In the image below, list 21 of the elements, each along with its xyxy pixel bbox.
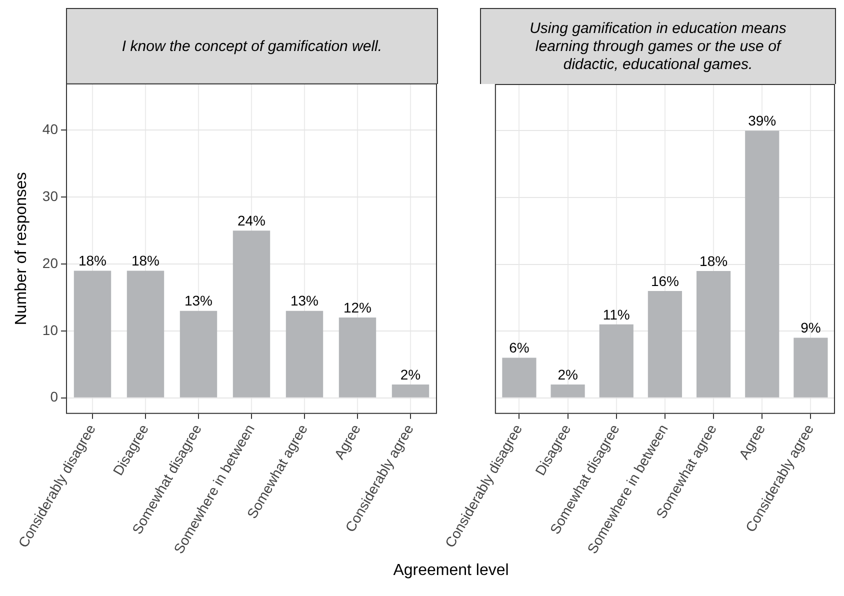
annotation: 2% (558, 366, 578, 382)
annotation: 13% (184, 292, 213, 309)
annotation: 39% (748, 112, 776, 129)
annotation: 18% (700, 252, 728, 269)
annotation: 2% (400, 366, 421, 382)
y-tick-label: 40 (42, 121, 58, 138)
y-tick-label: 10 (42, 322, 58, 338)
y-axis-title: Number of responses (13, 172, 30, 326)
annotation: 24% (237, 212, 266, 228)
y-tick-label: 20 (42, 254, 58, 271)
annotation: 18% (131, 252, 160, 269)
annotation: 16% (650, 272, 679, 289)
annotation: 18% (78, 252, 107, 269)
x-axis-title: Agreement level (392, 562, 510, 580)
annotation: 9% (800, 320, 821, 336)
y-tick-label: 30 (42, 188, 58, 204)
annotation: 6% (509, 340, 530, 356)
annotation: 13% (290, 292, 319, 309)
annotation: 11% (602, 306, 630, 322)
annotation: 12% (343, 299, 372, 316)
y-tick-label: 0 (50, 388, 58, 405)
